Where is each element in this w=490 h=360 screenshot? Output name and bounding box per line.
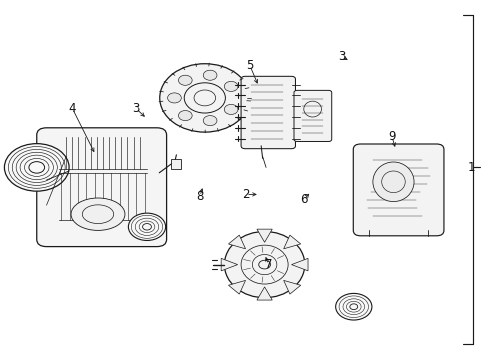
Text: 6: 6: [300, 193, 308, 206]
Circle shape: [178, 111, 192, 121]
Circle shape: [336, 293, 372, 320]
Polygon shape: [292, 258, 308, 271]
Text: 4: 4: [69, 102, 76, 115]
Polygon shape: [228, 235, 245, 249]
Ellipse shape: [71, 198, 125, 230]
Text: 1: 1: [468, 161, 476, 174]
Text: 2: 2: [242, 188, 250, 201]
FancyBboxPatch shape: [294, 90, 332, 141]
Circle shape: [178, 75, 192, 85]
Polygon shape: [257, 229, 272, 242]
Polygon shape: [284, 235, 301, 249]
FancyBboxPatch shape: [37, 128, 167, 247]
Circle shape: [168, 93, 181, 103]
FancyBboxPatch shape: [241, 76, 295, 149]
Ellipse shape: [373, 162, 414, 202]
Text: 5: 5: [246, 59, 254, 72]
Ellipse shape: [160, 64, 250, 132]
Text: 9: 9: [388, 130, 396, 143]
Circle shape: [203, 70, 217, 80]
Text: 3: 3: [132, 102, 140, 115]
FancyBboxPatch shape: [171, 159, 181, 169]
Polygon shape: [257, 287, 272, 300]
Polygon shape: [228, 280, 245, 294]
Ellipse shape: [224, 231, 305, 298]
Circle shape: [4, 144, 69, 191]
Circle shape: [128, 213, 166, 240]
Circle shape: [224, 104, 238, 114]
Polygon shape: [284, 280, 301, 294]
Text: 7: 7: [265, 258, 272, 271]
Circle shape: [224, 81, 238, 91]
FancyBboxPatch shape: [353, 144, 444, 236]
Text: 8: 8: [196, 190, 204, 203]
Circle shape: [203, 116, 217, 126]
Text: 3: 3: [338, 50, 346, 63]
Polygon shape: [221, 258, 238, 271]
